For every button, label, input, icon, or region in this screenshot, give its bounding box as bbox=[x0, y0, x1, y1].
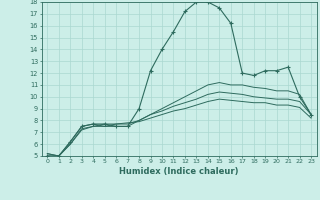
X-axis label: Humidex (Indice chaleur): Humidex (Indice chaleur) bbox=[119, 167, 239, 176]
